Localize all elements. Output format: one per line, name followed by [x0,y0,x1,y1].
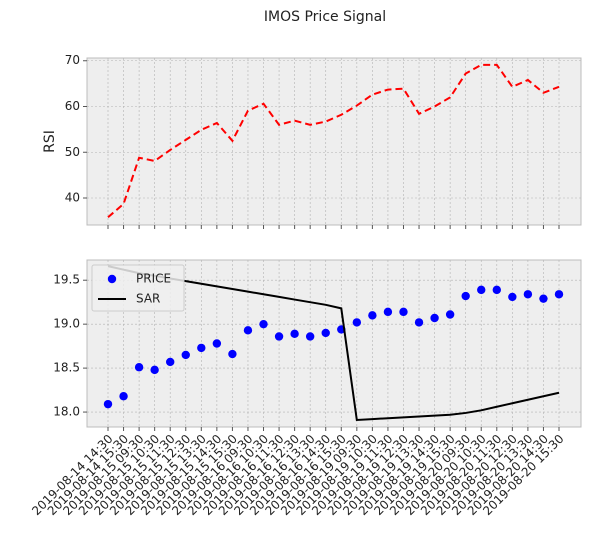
price-marker [166,357,175,367]
y-tick-label: 40 [65,191,80,205]
y-tick-label: 18.0 [53,405,80,419]
price-marker [274,332,284,341]
y-tick-label: 70 [65,53,80,67]
y-axis-label: RSI [42,130,58,153]
y-tick-label: 50 [65,145,80,159]
y-tick-label: 19.0 [53,317,80,331]
price-marker [212,339,222,348]
plot-area [86,57,582,226]
price-marker [321,328,330,338]
price-marker [243,326,253,335]
price-marker [197,343,206,353]
figure-title: IMOS Price Signal [264,9,386,25]
price-marker [539,294,548,303]
price-marker [228,349,237,359]
price-marker [445,310,455,319]
y-tick-label: 60 [65,99,80,113]
price-marker [523,290,533,299]
price-marker [414,318,424,327]
legend-marker [107,274,117,284]
series-line [107,63,560,218]
price-marker [399,307,408,317]
price-marker [508,292,517,302]
price-marker [290,329,299,339]
price-marker [554,290,564,299]
price-marker [305,332,315,341]
price-marker [352,318,362,327]
price-marker [492,285,501,295]
price-marker [461,291,470,301]
price-marker [259,319,268,329]
price-marker [103,399,113,409]
price-marker [368,311,377,320]
y-tick-label: 18.5 [53,361,80,375]
price-marker [134,363,144,372]
price-marker [383,307,393,317]
legend-label: PRICE [136,272,171,286]
price-marker [119,392,128,401]
price-marker [150,365,159,375]
price-marker [181,350,190,360]
price-marker [430,313,439,323]
price-marker [477,285,486,295]
legend-label: SAR [136,292,160,306]
y-tick-label: 19.5 [53,273,80,287]
